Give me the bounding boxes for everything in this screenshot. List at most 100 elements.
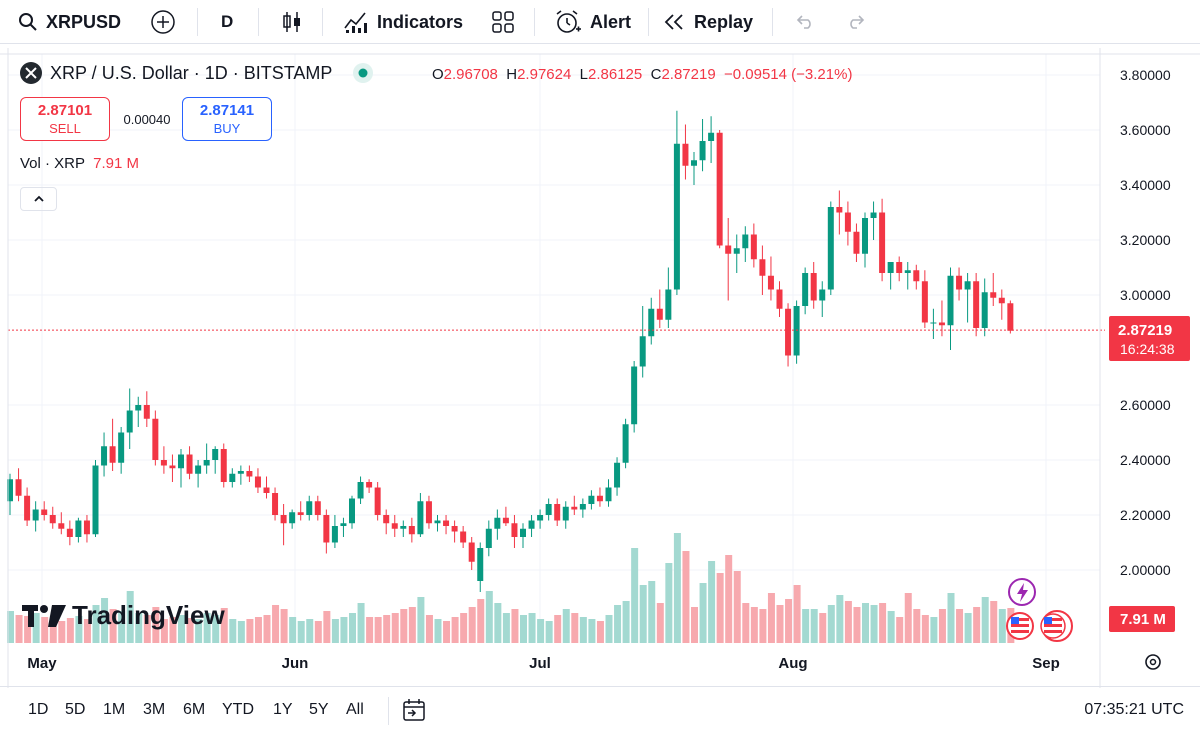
volume-bar xyxy=(938,609,946,643)
price-tick-label: 2.20000 xyxy=(1120,507,1171,523)
interval-button[interactable]: D xyxy=(221,0,233,44)
volume-bar xyxy=(614,605,622,643)
indicators-icon xyxy=(344,12,367,33)
alert-button[interactable]: Alert xyxy=(554,0,631,44)
undo-button[interactable] xyxy=(794,0,816,44)
candle xyxy=(545,498,552,521)
candle xyxy=(254,468,261,493)
price-chart[interactable]: 3.80000 3.60000 3.40000 3.20000 3.00000 2.600… xyxy=(0,48,1200,688)
candle xyxy=(468,537,475,570)
volume-bar xyxy=(135,613,143,643)
buy-button[interactable]: 2.87141 BUY xyxy=(182,97,272,141)
undo-icon xyxy=(796,15,811,29)
range-5y-button[interactable]: 5Y xyxy=(309,701,329,718)
volume-bar xyxy=(83,619,91,643)
volume-bar xyxy=(511,609,519,643)
replay-button[interactable]: Replay xyxy=(662,0,753,44)
toolbar-divider xyxy=(648,8,649,36)
range-1y-button[interactable]: 1Y xyxy=(273,701,293,718)
volume-bar xyxy=(331,619,339,643)
candle xyxy=(639,306,646,378)
volume-bar xyxy=(537,619,545,643)
volume-bar xyxy=(836,595,844,643)
volume-bar xyxy=(682,551,690,643)
volume-bar xyxy=(998,609,1006,643)
candle xyxy=(785,303,792,367)
volume-bar xyxy=(716,573,724,643)
volume-bar xyxy=(66,618,74,643)
compare-button[interactable] xyxy=(150,0,176,44)
volume-bar xyxy=(118,611,126,643)
candle xyxy=(742,226,749,262)
tradingview-logo: TradingView xyxy=(22,600,225,631)
volume-bar xyxy=(75,616,83,643)
volume-bar xyxy=(92,605,100,643)
volume-bar xyxy=(443,621,451,643)
candle xyxy=(135,396,142,427)
candle xyxy=(374,482,381,521)
search-icon xyxy=(19,13,37,31)
range-ytd-button[interactable]: YTD xyxy=(222,701,254,718)
volume-bar xyxy=(742,603,750,643)
candle xyxy=(246,465,253,482)
volume-bar xyxy=(417,597,425,643)
candle xyxy=(237,465,244,485)
volume-bar xyxy=(785,599,793,643)
range-1d-button[interactable]: 1D xyxy=(28,701,49,718)
layouts-button[interactable] xyxy=(491,0,515,44)
redo-button[interactable] xyxy=(845,0,867,44)
volume-bar xyxy=(904,593,912,643)
volume-value: 7.91 M xyxy=(93,155,139,172)
candle xyxy=(1007,300,1014,334)
volume-bar xyxy=(272,605,280,643)
candle xyxy=(83,515,90,543)
volume-bar xyxy=(24,616,32,643)
volume-bar xyxy=(947,593,955,643)
volume-bar xyxy=(648,581,656,643)
candle xyxy=(793,300,800,364)
candle xyxy=(588,490,595,510)
event-markers[interactable] xyxy=(1006,578,1073,642)
range-6m-button[interactable]: 6M xyxy=(183,701,206,718)
candle xyxy=(699,119,706,172)
volume-bar xyxy=(862,603,869,643)
candle xyxy=(383,509,390,535)
candle xyxy=(212,446,219,474)
range-1m-button[interactable]: 1M xyxy=(103,701,126,718)
candle xyxy=(229,468,236,488)
candle xyxy=(614,457,621,496)
candle xyxy=(7,473,13,515)
gear-icon[interactable] xyxy=(1145,654,1161,670)
chart-type-button[interactable] xyxy=(281,0,303,44)
volume-bar xyxy=(41,617,49,643)
candle xyxy=(998,289,1005,320)
candle xyxy=(879,198,886,282)
utc-clock[interactable]: 07:35:21 UTC xyxy=(1084,701,1184,718)
volume-tag: 7.91 M xyxy=(1109,606,1175,632)
volume-bar xyxy=(477,599,485,643)
candle xyxy=(195,460,202,488)
toolbar-divider xyxy=(197,8,198,36)
volume-bar xyxy=(571,613,579,643)
candle xyxy=(819,281,826,317)
range-3m-button[interactable]: 3M xyxy=(143,701,166,718)
collapse-legend-button[interactable] xyxy=(20,187,57,211)
sell-button[interactable]: 2.87101 SELL xyxy=(20,97,110,141)
symbol-search[interactable]: XRPUSD xyxy=(18,0,121,44)
time-tick-label: May xyxy=(27,655,57,672)
candle xyxy=(24,487,31,526)
volume-bar xyxy=(152,607,160,643)
candle xyxy=(502,506,509,526)
range-all-button[interactable]: All xyxy=(346,701,364,718)
candle xyxy=(708,116,715,163)
volume-label: Vol · XRP xyxy=(20,155,85,172)
candle xyxy=(408,517,415,543)
candle xyxy=(921,270,928,328)
range-5d-button[interactable]: 5D xyxy=(65,701,86,718)
candle xyxy=(263,476,270,499)
calendar-goto-icon[interactable] xyxy=(402,698,428,724)
candle xyxy=(477,542,484,592)
indicators-button[interactable]: Indicators xyxy=(343,0,463,44)
volume-bar xyxy=(400,609,408,643)
time-tick-label: Sep xyxy=(1032,655,1060,672)
